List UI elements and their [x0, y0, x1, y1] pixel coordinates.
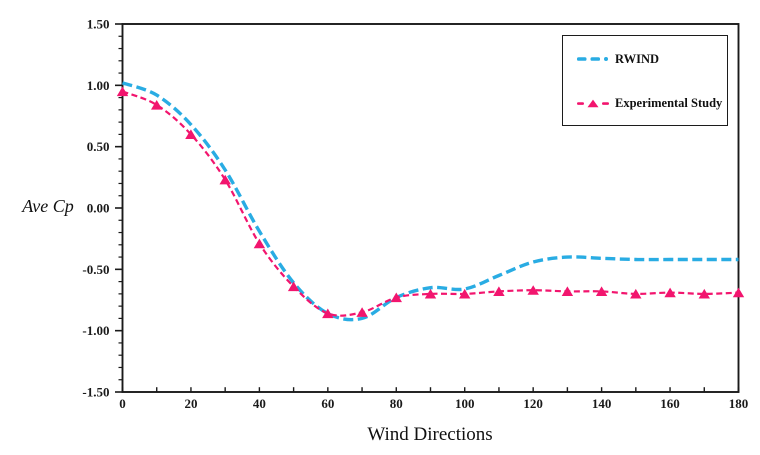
experimental-line-sample-icon [577, 99, 609, 107]
y-axis-title: Ave Cp [22, 196, 74, 216]
axes: 1.50 1.00 0.50 0.00 -0.50 -1.00 -1.50 0 20 40 60 80… [82, 17, 748, 412]
triangle-marker [185, 129, 197, 139]
y-tick-label: 1.00 [87, 78, 110, 93]
triangle-marker [322, 308, 334, 319]
triangle-marker [732, 287, 745, 298]
y-tick-label: -1.00 [82, 323, 109, 338]
triangle-marker [424, 288, 437, 299]
x-tick-label: 60 [321, 396, 334, 411]
y-tick-label: -1.50 [82, 385, 109, 400]
x-tick-label: 160 [660, 396, 680, 411]
x-tick-label: 100 [455, 396, 475, 411]
triangle-marker [595, 286, 608, 296]
triangle-marker [253, 238, 266, 249]
legend-entry-rwind: RWIND [577, 50, 659, 68]
triangle-marker [664, 287, 676, 298]
legend-label-experimental: Experimental Study [615, 95, 723, 110]
triangle-marker [390, 292, 402, 303]
rwind-line-sample-icon [577, 57, 608, 61]
legend-box: RWIND Experimental Study [562, 35, 728, 126]
y-tick-label: -0.50 [82, 262, 109, 277]
x-tick-label: 40 [253, 396, 266, 411]
triangle-marker [219, 174, 231, 185]
x-axis-title: Wind Directions [367, 424, 493, 445]
triangle-marker [459, 288, 471, 299]
triangle-marker [151, 100, 163, 110]
y-tick-label: 0.50 [87, 139, 110, 154]
triangle-marker [287, 281, 300, 292]
triangle-marker [356, 307, 368, 317]
y-tick-label: 1.50 [87, 17, 110, 32]
x-tick-label: 80 [390, 396, 403, 411]
triangle-marker [698, 288, 710, 299]
series-layer [116, 81, 745, 322]
x-tick-label: 0 [119, 396, 126, 411]
triangle-marker [527, 285, 539, 295]
x-tick-label: 20 [184, 396, 197, 411]
legend-entry-experimental: Experimental Study [577, 94, 722, 112]
y-tick-label: 0.00 [87, 201, 110, 216]
x-tick-label: 140 [592, 396, 612, 411]
legend-label-rwind: RWIND [615, 51, 660, 66]
series-line-rwind [121, 81, 739, 322]
triangle-marker [630, 288, 642, 299]
triangle-marker [561, 286, 574, 296]
x-tick-label: 120 [523, 396, 543, 411]
triangle-marker [493, 286, 505, 296]
triangle-marker [116, 86, 129, 97]
x-tick-label: 180 [729, 396, 749, 411]
